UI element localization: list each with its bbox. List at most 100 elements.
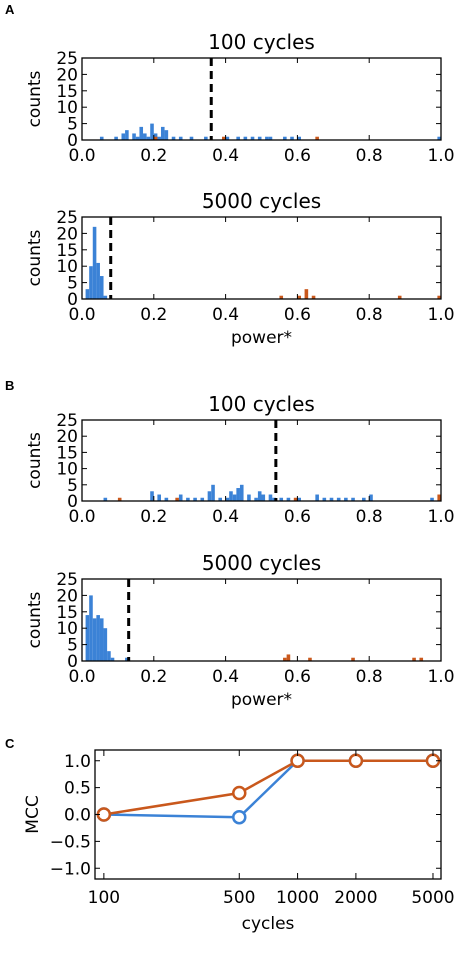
- chart-4: [81, 578, 442, 662]
- bar-orange-3: [304, 289, 309, 299]
- bar-blue-15: [236, 488, 240, 501]
- bar-blue-6: [186, 497, 190, 501]
- x-tick-label: 0.2: [140, 507, 167, 527]
- x-axis-label: power*: [231, 328, 292, 348]
- bar-blue-12: [157, 136, 161, 140]
- bar-blue-16: [178, 136, 183, 140]
- bar-blue-4: [125, 130, 129, 140]
- y-axis-label: counts: [25, 591, 45, 648]
- y-tick-label: 5: [67, 274, 78, 294]
- y-tick-label: 25: [56, 570, 78, 590]
- bar-blue-33: [369, 494, 373, 501]
- plot-frame: [81, 216, 442, 300]
- bar-blue-28: [329, 497, 334, 501]
- bar-blue-14: [164, 130, 169, 140]
- bar-orange-2: [175, 497, 179, 501]
- bar-blue-10: [150, 123, 154, 140]
- bar-blue-8: [110, 657, 115, 661]
- x-tick-label: 0.8: [356, 305, 383, 325]
- plot-frame: [81, 578, 442, 662]
- x-tick-label: 0.6: [284, 507, 311, 527]
- bar-blue-16: [239, 484, 244, 501]
- series-line-blue: [103, 759, 433, 819]
- bar-blue-1: [85, 289, 90, 299]
- x-tick-label: 1.0: [427, 305, 454, 325]
- x-tick-label: 0.4: [212, 305, 239, 325]
- chart-title: 5000 cycles: [202, 189, 321, 213]
- x-tick-label: 0.6: [284, 667, 311, 687]
- bar-blue-21: [243, 136, 248, 140]
- chart-1: [81, 57, 442, 141]
- y-tick-label: 0: [67, 492, 78, 512]
- plot-frame: [94, 749, 442, 880]
- y-tick-label: 1.0: [64, 752, 91, 772]
- chart-title: 5000 cycles: [202, 551, 321, 575]
- bar-blue-19: [257, 491, 262, 501]
- bar-blue-5: [178, 494, 183, 501]
- bar-blue-25: [268, 136, 273, 140]
- y-tick-label: −0.5: [50, 832, 91, 852]
- y-tick-label: 25: [56, 49, 78, 69]
- bar-blue-23: [257, 136, 262, 140]
- plot-frame: [81, 419, 442, 502]
- x-tick-label: 1.0: [427, 507, 454, 527]
- y-tick-label: 5: [67, 636, 78, 656]
- x-tick-label: 1000: [276, 888, 319, 908]
- bar-blue-6: [135, 136, 140, 140]
- bar-blue-6: [103, 295, 108, 299]
- bar-orange-5: [397, 295, 402, 299]
- bar-orange-2: [222, 136, 226, 140]
- x-tick-label: 0.0: [68, 146, 95, 166]
- bar-blue-19: [225, 136, 230, 140]
- bar-orange-4: [311, 295, 316, 299]
- bar-blue-2: [150, 491, 154, 501]
- bar-blue-3: [157, 494, 161, 501]
- bar-blue-3: [121, 133, 126, 140]
- chart-title: 100 cycles: [208, 30, 315, 54]
- bar-blue-7: [107, 651, 111, 661]
- bar-blue-27: [322, 497, 327, 501]
- bar-blue-27: [290, 136, 294, 140]
- y-tick-label: 10: [56, 460, 78, 480]
- bar-blue-5: [132, 133, 136, 140]
- y-tick-label: 20: [56, 427, 78, 447]
- bar-orange-3: [315, 136, 319, 140]
- bar-blue-2: [89, 266, 93, 299]
- x-tick-label: 5000: [411, 888, 454, 908]
- bar-blue-3: [92, 226, 97, 299]
- bar-blue-3: [92, 618, 97, 661]
- y-tick-label: 20: [56, 224, 78, 244]
- bar-blue-9: [146, 136, 151, 140]
- y-tick-label: 20: [56, 586, 78, 606]
- bar-blue-15: [171, 136, 176, 140]
- bar-blue-29: [437, 136, 441, 140]
- x-tick-label: 0.8: [356, 146, 383, 166]
- chart-title: 100 cycles: [208, 392, 315, 416]
- bar-blue-8: [200, 497, 205, 501]
- y-tick-label: −1.0: [50, 859, 91, 879]
- bar-blue-10: [211, 484, 215, 501]
- bar-blue-29: [336, 497, 341, 501]
- panel-letter-c: C: [5, 736, 15, 751]
- bar-blue-20: [261, 494, 266, 501]
- bar-blue-18: [204, 136, 208, 140]
- bar-orange-1: [117, 497, 122, 501]
- bar-blue-32: [362, 497, 366, 501]
- bar-blue-2: [89, 595, 93, 661]
- bar-orange-2: [297, 295, 301, 299]
- bar-blue-14: [232, 494, 237, 501]
- x-tick-label: 0.4: [212, 146, 239, 166]
- y-tick-label: 5: [67, 115, 78, 135]
- bar-blue-24: [286, 497, 291, 501]
- bar-blue-28: [297, 136, 301, 140]
- y-axis-label: MCC: [23, 795, 43, 833]
- bar-blue-18: [254, 497, 258, 501]
- bar-orange-3: [308, 657, 312, 661]
- x-tick-label: 0.2: [140, 667, 167, 687]
- bar-blue-1: [103, 497, 108, 501]
- bar-orange-4: [437, 494, 441, 501]
- bar-blue-5: [99, 618, 104, 661]
- bar-orange-1: [279, 295, 284, 299]
- bar-blue-1: [99, 136, 104, 140]
